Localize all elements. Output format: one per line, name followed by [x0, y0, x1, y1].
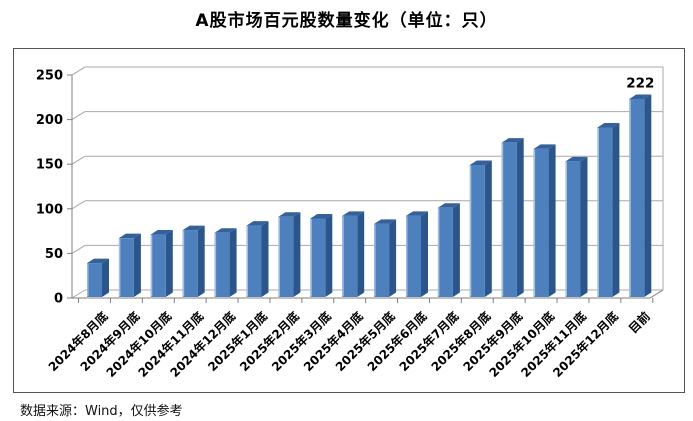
bar-top-face	[406, 211, 428, 216]
bar-front-face	[118, 238, 134, 297]
bar-side-face	[484, 160, 492, 297]
gridline-side-connector	[71, 111, 86, 121]
bar-2025年3月底	[310, 214, 333, 297]
bar-目前	[629, 94, 652, 297]
bar-2024年8月底	[87, 258, 109, 297]
bar-side-face	[197, 225, 205, 297]
bar-side-face	[325, 214, 333, 297]
x-axis-label: 目前	[625, 309, 653, 337]
bar-top-face	[533, 144, 556, 149]
bar-front-face	[87, 263, 102, 297]
chart-frame: 0 50 100 150 200 250 222 2024年8月底 2024年9月底 2024年1…	[13, 48, 685, 393]
bar-side-face	[421, 211, 428, 297]
bar-2025年12月底	[597, 123, 620, 298]
bar-top-face	[629, 94, 652, 99]
bar-front-face	[629, 98, 645, 297]
bar-2025年7月底	[437, 203, 460, 297]
bar-top-face	[150, 230, 173, 235]
wall-top-edge	[71, 66, 86, 76]
y-axis-label: 100	[36, 202, 63, 217]
gridline-side-connector	[71, 244, 86, 254]
bar-2024年12月底	[214, 228, 237, 297]
chart-title: A股市场百元股数量变化（单位：只）	[195, 11, 498, 31]
bar-side-face	[357, 211, 365, 297]
bar-side-face	[580, 156, 588, 297]
bar-side-face	[165, 230, 173, 297]
bar-top-face	[501, 138, 524, 143]
bar-top-face	[469, 160, 492, 165]
bar-2024年9月底	[118, 233, 141, 297]
bar-2025年9月底	[501, 138, 524, 297]
bar-front-face	[214, 232, 230, 297]
gridline-side-connector	[71, 155, 86, 165]
bar-top-face	[342, 211, 365, 216]
bar-top-face	[214, 228, 237, 233]
bar-side-face	[229, 228, 237, 297]
y-axis-label: 50	[45, 247, 63, 262]
bar-side-face	[548, 144, 556, 297]
bar-top-face	[597, 123, 620, 128]
bar-top-face	[246, 221, 269, 226]
bar-2025年5月底	[374, 219, 397, 297]
bar-top-face	[118, 233, 141, 239]
bar-side-face	[261, 221, 269, 297]
bar-top-face	[437, 203, 460, 208]
bar-2024年11月底	[182, 225, 205, 297]
bar-top-face	[374, 219, 397, 224]
source-note: 数据来源：Wind，仅供参考	[20, 404, 183, 419]
bar-front-face	[533, 148, 549, 297]
bar-2025年11月底	[565, 156, 588, 297]
y-axis-label: 200	[36, 113, 63, 128]
bar-front-face	[246, 225, 262, 297]
bar-side-face	[293, 212, 301, 297]
gridline-side-connector	[71, 200, 86, 210]
y-axis-label: 150	[36, 158, 63, 173]
bar-front-face	[150, 234, 166, 297]
bar-2025年10月底	[533, 144, 556, 297]
bar-front-face	[501, 142, 517, 297]
bar-top-face	[87, 258, 109, 264]
bar-2025年2月底	[278, 212, 301, 297]
bar-top-face	[182, 225, 205, 231]
bar-top-face	[310, 214, 333, 219]
y-axis-label: 0	[54, 292, 63, 307]
bar-top-face	[565, 156, 588, 162]
bar-side-face	[452, 203, 460, 297]
axis-and-floor-edge	[71, 75, 664, 299]
bar-side-face	[102, 258, 109, 297]
gridline-side-connector	[71, 289, 86, 299]
y-axis-label: 250	[36, 69, 63, 84]
bar-front-face	[597, 127, 613, 298]
bar-side-face	[133, 233, 141, 297]
bar-2025年6月底	[406, 211, 428, 297]
bar-front-face	[469, 164, 485, 297]
bar-front-face	[278, 216, 294, 297]
bar-front-face	[342, 215, 358, 297]
bar-side-face	[644, 94, 652, 297]
bar-front-face	[565, 161, 581, 297]
bar-front-face	[310, 218, 326, 297]
bar-side-face	[516, 138, 524, 297]
bar-front-face	[182, 230, 198, 297]
bar-top-face	[278, 212, 301, 217]
bar-side-face	[612, 123, 620, 298]
bar-2025年4月底	[342, 211, 365, 297]
bar-2024年10月底	[150, 230, 173, 297]
data-label: 222	[626, 75, 654, 91]
bar-side-face	[389, 219, 397, 297]
bar-front-face	[406, 215, 421, 297]
bar-front-face	[437, 207, 453, 297]
bar-2025年8月底	[469, 160, 492, 297]
bar-2025年1月底	[246, 221, 269, 297]
bar-front-face	[374, 223, 390, 297]
